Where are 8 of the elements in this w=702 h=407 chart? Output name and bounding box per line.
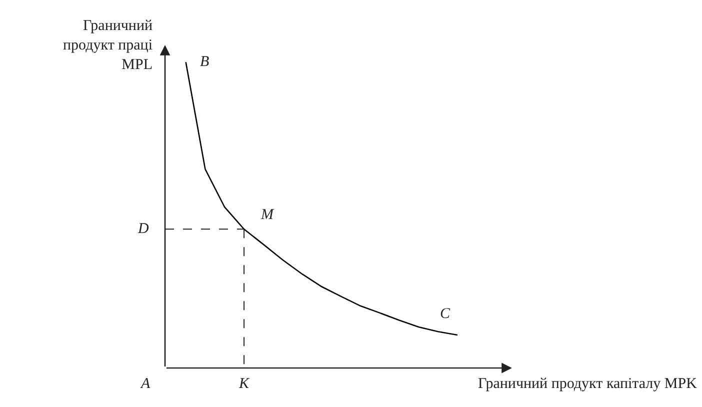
annotation: B	[200, 54, 210, 70]
annotation: M	[260, 207, 275, 223]
annotation: C	[440, 306, 451, 322]
text: A	[140, 376, 151, 392]
x-axis-title: Граничний продукт капіталу MPK	[478, 376, 698, 392]
text: K	[238, 376, 250, 392]
text: D	[137, 221, 149, 237]
y-axis-title: Граничний продукт праці MPL	[63, 18, 153, 73]
